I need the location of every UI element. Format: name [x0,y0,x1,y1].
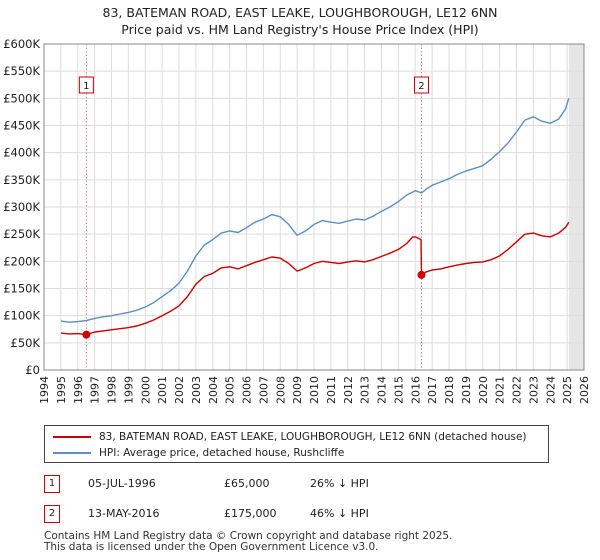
y-tick-label: £0 [25,363,40,377]
y-tick-label: £550K [3,64,40,78]
x-tick-label: 2004 [207,376,220,404]
legend-label-hpi: HPI: Average price, detached house, Rush… [99,447,345,459]
y-tick-label: £200K [3,254,40,268]
legend-label-property: 83, BATEMAN ROAD, EAST LEAKE, LOUGHBOROU… [99,431,527,443]
y-tick-label: £100K [3,309,40,323]
y-tick-label: £500K [3,91,40,105]
x-tick-label: 2024 [544,376,557,404]
x-tick-label: 2000 [139,376,152,404]
x-tick-label: 2012 [342,376,355,404]
x-tick-label: 2002 [173,376,186,404]
legend-line-hpi [53,452,91,454]
x-tick-label: 2014 [376,376,389,404]
plot-frame [43,43,585,371]
x-tick-label: 2016 [409,376,422,404]
x-tick-label: 2011 [325,376,338,404]
x-tick-label: 2010 [308,376,321,404]
x-tick-label: 2013 [359,376,372,404]
sale-badge: 2 [44,505,60,523]
footer-line2: This data is licensed under the Open Gov… [44,541,379,553]
y-tick-label: £350K [3,173,40,187]
x-tick-label: 2020 [477,376,490,404]
footer-line1: Contains HM Land Registry data © Crown c… [44,530,453,542]
x-tick-label: 2015 [392,376,405,404]
sale-hpi-diff: 46% ↓ HPI [310,507,369,520]
x-tick-label: 2009 [291,376,304,404]
x-tick-label: 2022 [511,376,524,404]
footer: Contains HM Land Registry data © Crown c… [44,531,452,553]
legend: 83, BATEMAN ROAD, EAST LEAKE, LOUGHBOROU… [44,425,549,463]
y-tick-label: £450K [3,119,40,133]
property-price-line [60,221,570,336]
chart-title: 83, BATEMAN ROAD, EAST LEAKE, LOUGHBOROU… [0,4,600,38]
y-tick-label: £400K [3,146,40,160]
x-tick-label: 2025 [561,376,574,404]
sale-marker-box [78,76,94,94]
sale-point [82,330,91,339]
x-tick-label: 2005 [224,376,237,404]
x-tick-label: 2008 [274,376,287,404]
sale-hpi-diff: 26% ↓ HPI [310,477,369,490]
price-chart: £0 £50K £100K £150K £200K £250K £300K £350K £400… [3,37,591,404]
chart-title-line1: 83, BATEMAN ROAD, EAST LEAKE, LOUGHBOROU… [102,5,498,20]
x-tick-label: 2023 [527,376,540,404]
x-tick-label: 2021 [494,376,507,404]
x-tick-label: 2018 [443,376,456,404]
y-tick-label: £150K [3,282,40,296]
x-tick-label: 2001 [156,376,169,404]
x-tick-label: 2003 [190,376,203,404]
x-tick-label: 1999 [122,376,135,404]
sale-date: 13-MAY-2016 [88,507,160,520]
x-tick-label: 1994 [38,376,51,404]
sale-badge: 1 [44,475,60,493]
sale-row: 1 05-JUL-1996 £65,000 26% ↓ HPI [44,475,564,495]
x-tick-label: 1997 [89,376,102,404]
sale-marker-label: 2 [418,81,424,92]
sale-row: 2 13-MAY-2016 £175,000 46% ↓ HPI [44,505,564,525]
x-tick-label: 1995 [55,376,68,404]
x-tick-label: 1998 [106,376,119,404]
x-tick-label: 2019 [460,376,473,404]
legend-line-property [53,436,91,438]
chart-title-line2: Price paid vs. HM Land Registry's House … [121,22,479,37]
x-tick-label: 2026 [578,376,591,404]
x-tick-label: 2017 [426,376,439,404]
sale-price: £65,000 [224,477,270,490]
x-tick-label: 2006 [241,376,254,404]
y-tick-label: £300K [3,200,40,214]
y-tick-label: £600K [3,37,40,51]
y-tick-label: £50K [11,336,41,350]
y-tick-label: £250K [3,227,40,241]
sale-point [417,270,426,279]
hpi-line [60,98,570,323]
sale-marker-box [413,76,429,94]
x-tick-label: 2007 [257,376,270,404]
sale-date: 05-JUL-1996 [88,477,156,490]
sale-marker-label: 1 [83,81,89,92]
x-tick-label: 1996 [72,376,85,404]
sale-price: £175,000 [224,507,277,520]
